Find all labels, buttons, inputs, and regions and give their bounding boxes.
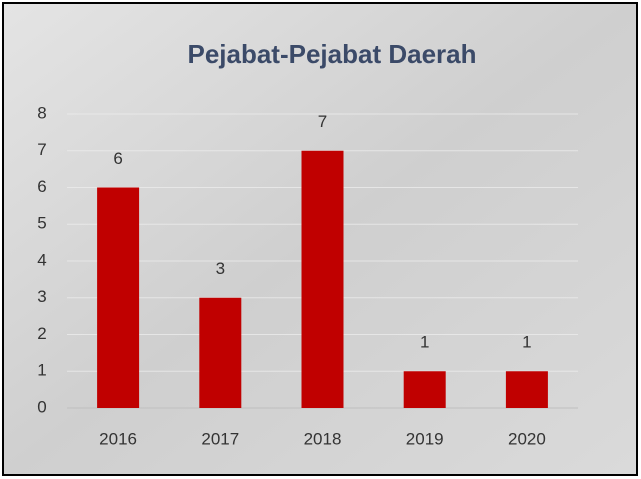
- bar: [301, 150, 344, 408]
- data-label: 3: [216, 259, 225, 278]
- y-tick-label: 2: [37, 324, 46, 343]
- data-label: 1: [420, 333, 429, 352]
- y-tick-label: 6: [37, 177, 46, 196]
- x-tick-label: 2016: [99, 429, 137, 448]
- chart-title: Pejabat-Pejabat Daerah: [187, 39, 476, 69]
- x-tick-label: 2019: [406, 429, 444, 448]
- x-tick-label: 2018: [304, 429, 342, 448]
- y-tick-label: 5: [37, 214, 46, 233]
- y-tick-label: 8: [37, 103, 46, 122]
- y-tick-label: 1: [37, 361, 46, 380]
- data-label: 7: [318, 112, 327, 131]
- y-tick-label: 3: [37, 287, 46, 306]
- data-label: 6: [113, 149, 122, 168]
- x-tick-label: 2020: [508, 429, 546, 448]
- bar: [97, 187, 140, 408]
- bar: [199, 297, 242, 408]
- y-tick-label: 0: [37, 397, 46, 416]
- y-tick-label: 4: [37, 250, 46, 269]
- x-tick-label: 2017: [201, 429, 239, 448]
- data-label: 1: [522, 333, 531, 352]
- bar: [505, 371, 548, 408]
- y-tick-label: 7: [37, 140, 46, 159]
- bar: [403, 371, 446, 408]
